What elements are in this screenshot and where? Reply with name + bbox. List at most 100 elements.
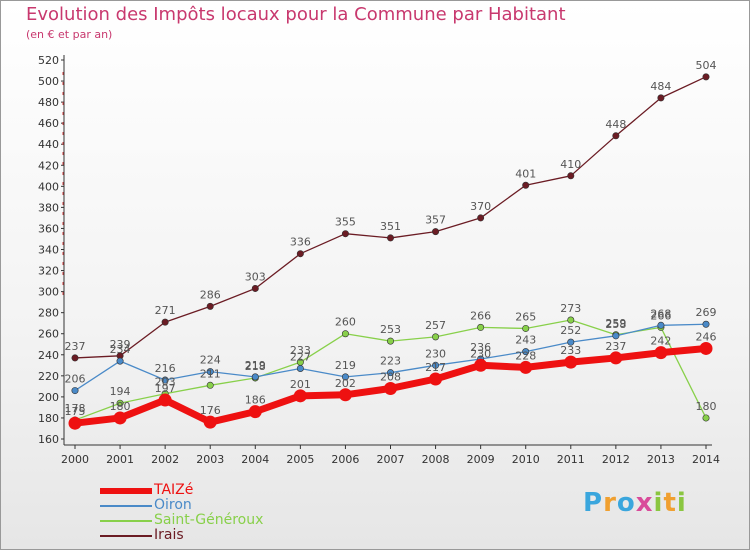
data-label: 208 [380, 370, 401, 383]
legend-swatch [100, 488, 152, 494]
x-tick-label: 2011 [557, 453, 585, 466]
y-tick-label: 440 [38, 138, 59, 151]
data-label: 206 [65, 373, 86, 386]
data-point [161, 376, 169, 384]
data-point [296, 250, 304, 258]
data-point [567, 172, 575, 180]
data-label: 448 [605, 118, 626, 131]
data-point [519, 360, 533, 374]
data-point [429, 372, 443, 386]
data-label: 175 [65, 405, 86, 418]
legend-swatch [100, 505, 152, 507]
data-point [612, 132, 620, 140]
data-label: 219 [335, 359, 356, 372]
data-label: 410 [560, 158, 581, 171]
data-label: 252 [560, 324, 581, 337]
data-label: 265 [515, 310, 536, 323]
data-point [116, 357, 124, 365]
data-point [71, 354, 79, 362]
data-label: 351 [380, 220, 401, 233]
data-label: 243 [515, 334, 536, 347]
data-point [702, 320, 710, 328]
data-label: 266 [650, 309, 671, 322]
data-label: 180 [696, 400, 717, 413]
chart-title: Evolution des Impôts locaux pour la Comm… [26, 4, 566, 25]
data-point [564, 355, 578, 369]
data-point [206, 381, 214, 389]
x-tick-label: 2005 [286, 453, 314, 466]
legend-label: Irais [154, 527, 184, 543]
data-point [612, 332, 620, 340]
data-label: 197 [155, 382, 176, 395]
data-label: 227 [290, 350, 311, 363]
y-tick-label: 220 [38, 370, 59, 383]
legend-label: TAIZé [154, 482, 194, 498]
data-point [203, 415, 217, 429]
y-tick-label: 320 [38, 265, 59, 278]
data-label: 180 [110, 400, 131, 413]
data-point [386, 234, 394, 242]
data-point [161, 318, 169, 326]
data-label: 234 [110, 343, 131, 356]
logo-letter: t [663, 488, 677, 518]
x-tick-label: 2004 [241, 453, 269, 466]
data-label: 223 [380, 355, 401, 368]
data-label: 236 [470, 341, 491, 354]
data-point [567, 316, 575, 324]
data-label: 504 [696, 59, 717, 72]
data-label: 211 [200, 367, 221, 380]
data-point [567, 338, 575, 346]
data-label: 336 [290, 236, 311, 249]
x-tick-label: 2008 [422, 453, 450, 466]
data-label: 260 [335, 316, 356, 329]
logo-letter: i [676, 488, 687, 518]
data-label: 219 [245, 359, 266, 372]
data-label: 228 [515, 349, 536, 362]
data-label: 194 [110, 385, 131, 398]
data-label: 269 [696, 306, 717, 319]
data-label: 186 [245, 394, 266, 407]
data-point [68, 416, 82, 430]
y-tick-label: 160 [38, 433, 59, 446]
y-tick-label: 520 [38, 54, 59, 67]
data-label: 224 [200, 354, 221, 367]
x-tick-label: 2009 [467, 453, 495, 466]
data-label: 230 [470, 347, 491, 360]
y-tick-label: 180 [38, 412, 59, 425]
chart-subtitle: (en € et par an) [26, 28, 113, 41]
legend-label: Oiron [154, 497, 192, 513]
data-label: 303 [245, 270, 266, 283]
x-tick-label: 2010 [512, 453, 540, 466]
y-tick-label: 400 [38, 180, 59, 193]
data-point [477, 323, 485, 331]
y-tick-label: 280 [38, 307, 59, 320]
y-tick-label: 240 [38, 349, 59, 362]
data-point [341, 373, 349, 381]
data-point [386, 369, 394, 377]
data-point [116, 399, 124, 407]
data-label: 268 [650, 307, 671, 320]
data-label: 233 [290, 344, 311, 357]
y-tick-label: 420 [38, 159, 59, 172]
data-label: 357 [425, 214, 446, 227]
legend-swatch [100, 535, 152, 537]
data-point [206, 302, 214, 310]
y-tick-label: 300 [38, 286, 59, 299]
x-tick-label: 2002 [151, 453, 179, 466]
data-label: 178 [65, 402, 86, 415]
data-point [206, 368, 214, 376]
data-point [609, 351, 623, 365]
data-label: 253 [380, 323, 401, 336]
data-label: 286 [200, 288, 221, 301]
x-tick-label: 2013 [647, 453, 675, 466]
x-tick-label: 2000 [61, 453, 89, 466]
logo-letter: r [603, 488, 617, 518]
x-tick-label: 2007 [377, 453, 405, 466]
y-tick-label: 500 [38, 75, 59, 88]
data-point [158, 393, 172, 407]
x-tick-label: 2006 [331, 453, 359, 466]
data-label: 201 [290, 378, 311, 391]
data-point [296, 364, 304, 372]
y-tick-label: 360 [38, 222, 59, 235]
